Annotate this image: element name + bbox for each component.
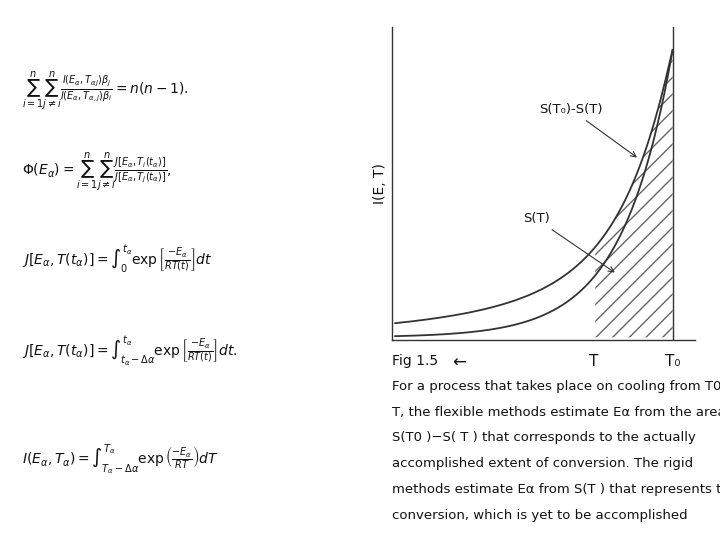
- Y-axis label: I(E, T): I(E, T): [373, 163, 387, 204]
- Text: $\Phi(E_{\alpha}) = \sum_{i=1}^{n}\sum_{j\neq i}^{n}\frac{J[E_{\alpha},T_i(t_{\a: $\Phi(E_{\alpha}) = \sum_{i=1}^{n}\sum_{…: [22, 151, 171, 194]
- Text: T: T: [589, 354, 599, 369]
- Text: ←: ←: [452, 354, 466, 372]
- Text: Fig 1.5: Fig 1.5: [392, 354, 438, 368]
- Text: $J[E_{\alpha},T(t_{\alpha})] = \int_{t_{\alpha}-\Delta\alpha}^{t_\alpha}\exp\lef: $J[E_{\alpha},T(t_{\alpha})] = \int_{t_{…: [22, 335, 237, 368]
- Text: T, the flexible methods estimate Eα from the area: T, the flexible methods estimate Eα from…: [392, 406, 720, 419]
- Text: S(T): S(T): [523, 212, 614, 272]
- Text: $I(E_{\alpha},T_{\alpha}) = \int_{T_{\alpha}-\Delta\alpha}^{T_\alpha}\exp\left(\: $I(E_{\alpha},T_{\alpha}) = \int_{T_{\al…: [22, 443, 219, 477]
- Text: S(T0 )−S( T ) that corresponds to the actually: S(T0 )−S( T ) that corresponds to the ac…: [392, 431, 696, 444]
- Text: conversion, which is yet to be accomplished: conversion, which is yet to be accomplis…: [392, 509, 688, 522]
- Text: $J[E_{\alpha},T(t_{\alpha})] = \int_0^{t_\alpha}\exp\left[\frac{-E_{\alpha}}{RT(: $J[E_{\alpha},T(t_{\alpha})] = \int_0^{t…: [22, 243, 212, 275]
- Text: methods estimate Eα from S(T ) that represents the: methods estimate Eα from S(T ) that repr…: [392, 483, 720, 496]
- Text: $\sum_{i=1}^{n}\sum_{j\neq i}^{n}\frac{I(E_{\alpha},T_{\alpha j})\beta_j}{I(E_{\: $\sum_{i=1}^{n}\sum_{j\neq i}^{n}\frac{I…: [22, 70, 189, 113]
- Text: S(T₀)-S(T): S(T₀)-S(T): [539, 103, 636, 157]
- Text: T₀: T₀: [665, 354, 680, 369]
- Text: For a process that takes place on cooling from T0 to: For a process that takes place on coolin…: [392, 380, 720, 393]
- Text: accomplished extent of conversion. The rigid: accomplished extent of conversion. The r…: [392, 457, 693, 470]
